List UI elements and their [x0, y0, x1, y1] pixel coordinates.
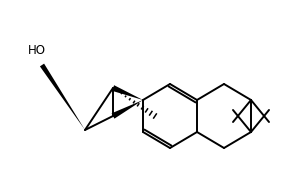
Polygon shape [40, 64, 85, 130]
Polygon shape [112, 85, 143, 100]
Text: HO: HO [28, 45, 46, 58]
Polygon shape [112, 100, 143, 119]
